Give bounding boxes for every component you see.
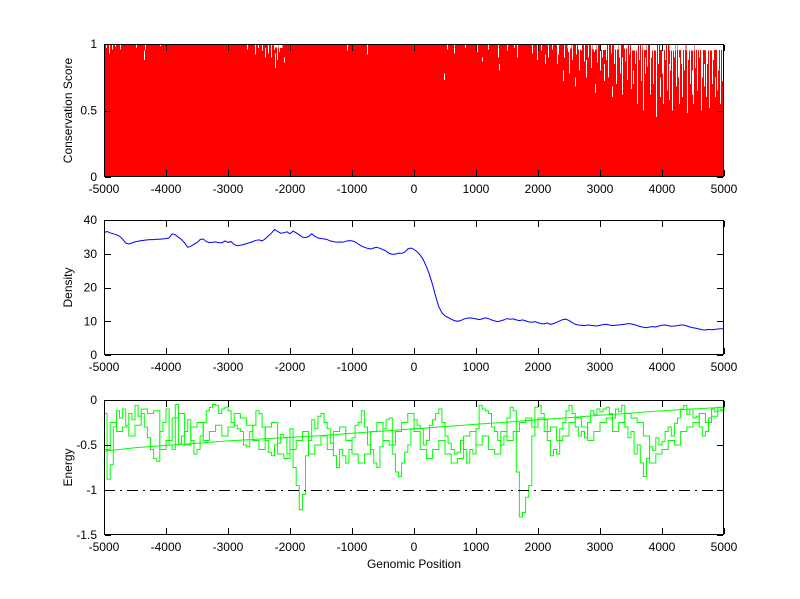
x-tick-label: -4000 — [151, 540, 182, 554]
y-tick-label: 10 — [84, 314, 98, 328]
y-tick-label: -0.5 — [76, 438, 97, 452]
plot-box — [104, 400, 724, 535]
energy-signal-2-line — [104, 407, 725, 464]
x-tick-label: 1000 — [463, 182, 490, 196]
energy-trend-line — [103, 406, 725, 452]
x-axis-label: Genomic Position — [367, 557, 461, 571]
x-tick-label: 0 — [411, 182, 418, 196]
x-tick-label: -1000 — [337, 540, 368, 554]
plot-box — [104, 44, 724, 177]
y-axis-label: Conservation Score — [61, 57, 75, 163]
y-axis-label: Density — [61, 267, 75, 307]
x-tick-label: 5000 — [711, 182, 738, 196]
x-tick-label: 5000 — [711, 360, 738, 374]
x-tick-label: -4000 — [151, 182, 182, 196]
y-tick-label: 1 — [90, 37, 97, 51]
x-tick-label: 0 — [411, 360, 418, 374]
density-line — [103, 228, 724, 331]
y-tick-label: 0.5 — [80, 104, 97, 118]
x-tick-label: -5000 — [89, 182, 120, 196]
x-tick-label: 2000 — [525, 360, 552, 374]
x-tick-label: 4000 — [649, 360, 676, 374]
x-tick-label: -5000 — [89, 540, 120, 554]
x-tick-label: -3000 — [213, 540, 244, 554]
y-tick-label: 0 — [90, 170, 97, 184]
x-tick-label: 2000 — [525, 182, 552, 196]
y-tick-label: 40 — [84, 213, 98, 227]
x-tick-label: 3000 — [587, 540, 614, 554]
x-tick-label: -1000 — [337, 182, 368, 196]
x-tick-label: 0 — [411, 540, 418, 554]
x-tick-label: -2000 — [275, 182, 306, 196]
x-tick-label: -2000 — [275, 360, 306, 374]
plot-box — [104, 220, 724, 355]
x-tick-label: 4000 — [649, 540, 676, 554]
y-tick-label: -1.5 — [76, 528, 97, 542]
x-tick-label: -3000 — [213, 360, 244, 374]
y-axis-label: Energy — [61, 448, 75, 486]
x-tick-label: 1000 — [463, 360, 490, 374]
x-tick-label: -5000 — [89, 360, 120, 374]
x-tick-label: -1000 — [337, 360, 368, 374]
x-tick-label: 3000 — [587, 182, 614, 196]
y-tick-label: 30 — [84, 247, 98, 261]
x-tick-label: 1000 — [463, 540, 490, 554]
x-tick-label: 4000 — [649, 182, 676, 196]
x-tick-label: -2000 — [275, 540, 306, 554]
x-tick-label: 3000 — [587, 360, 614, 374]
y-tick-label: -1 — [86, 483, 97, 497]
x-tick-label: -4000 — [151, 360, 182, 374]
y-tick-label: 0 — [90, 348, 97, 362]
y-tick-label: 20 — [84, 281, 98, 295]
x-tick-label: -3000 — [213, 182, 244, 196]
x-tick-label: 5000 — [711, 540, 738, 554]
y-tick-label: 0 — [90, 393, 97, 407]
x-tick-label: 2000 — [525, 540, 552, 554]
